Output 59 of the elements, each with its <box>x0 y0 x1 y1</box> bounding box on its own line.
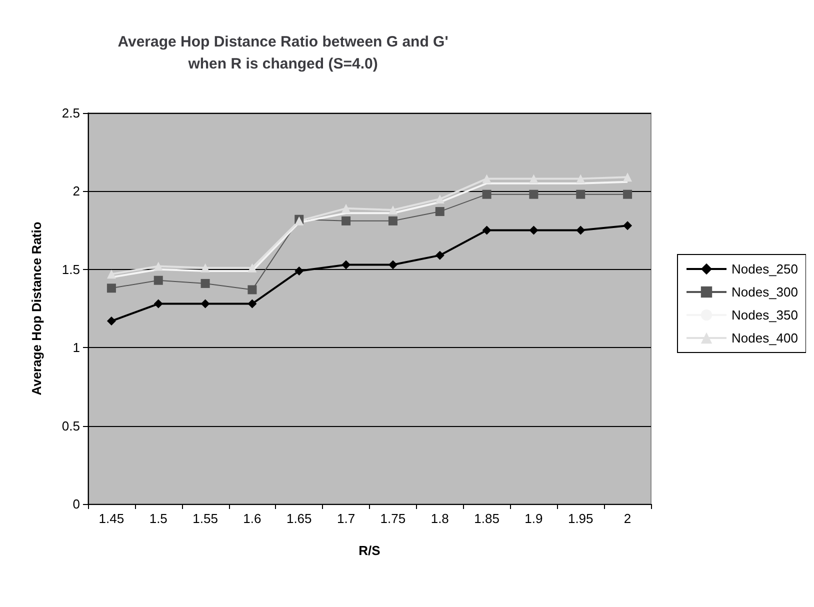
point <box>388 260 398 270</box>
y-tick-label: 2 <box>72 184 80 199</box>
chart-title: Average Hop Distance Ratio between G and G' when R is changed (S=4.0) <box>118 34 448 72</box>
x-tick-label: 1.85 <box>474 511 500 526</box>
point <box>435 207 444 216</box>
point <box>576 226 586 235</box>
point <box>388 216 398 226</box>
point <box>482 226 492 235</box>
point <box>342 260 351 270</box>
point <box>106 316 116 326</box>
point <box>200 299 210 308</box>
point <box>388 205 398 214</box>
point <box>248 299 257 308</box>
legend-label: Nodes_400 <box>732 330 798 346</box>
point <box>482 190 492 199</box>
x-tick-label: 1.95 <box>568 511 594 526</box>
y-axis-title: Average Hop Distance Ratio <box>29 222 44 396</box>
point <box>248 285 257 294</box>
x-tick-label: 1.6 <box>243 511 262 526</box>
point <box>154 299 163 308</box>
x-tick-label: 1.7 <box>337 511 356 526</box>
x-tick-label: 1.75 <box>380 511 406 526</box>
x-tick-label: 1.65 <box>286 511 312 526</box>
point <box>248 263 257 272</box>
legend-label: Nodes_350 <box>732 308 798 322</box>
point <box>294 266 304 276</box>
point <box>435 194 444 204</box>
point <box>529 226 538 235</box>
x-axis-title: R/S <box>358 543 381 558</box>
point <box>200 263 210 272</box>
x-tick-label: 1.45 <box>98 511 124 526</box>
point <box>623 190 632 199</box>
x-tick-label: 1.55 <box>192 511 218 526</box>
point <box>106 284 116 293</box>
x-tick-label: 1.9 <box>524 511 543 526</box>
y-tick-label: 0 <box>72 496 80 512</box>
y-tick-label: 1.5 <box>62 262 80 277</box>
point <box>154 262 163 271</box>
x-tick-label: 1.8 <box>430 511 449 526</box>
point <box>529 190 538 199</box>
point <box>623 172 632 182</box>
x-tick-label: 2 <box>624 511 632 526</box>
y-tick-label: 2.5 <box>62 106 80 120</box>
point <box>576 174 586 184</box>
point <box>482 174 492 184</box>
point <box>529 174 538 184</box>
point <box>106 270 116 279</box>
y-tick-label: 1 <box>72 340 80 356</box>
point <box>154 276 163 285</box>
point <box>342 204 351 213</box>
point <box>200 278 210 288</box>
point <box>576 190 586 199</box>
legend-label: Nodes_250 <box>732 262 798 276</box>
x-tick-label: 1.5 <box>149 511 168 526</box>
point <box>435 250 444 260</box>
point <box>342 216 351 226</box>
point <box>623 221 632 230</box>
legend-label: Nodes_300 <box>732 284 798 300</box>
y-tick-label: 0.5 <box>62 418 80 434</box>
